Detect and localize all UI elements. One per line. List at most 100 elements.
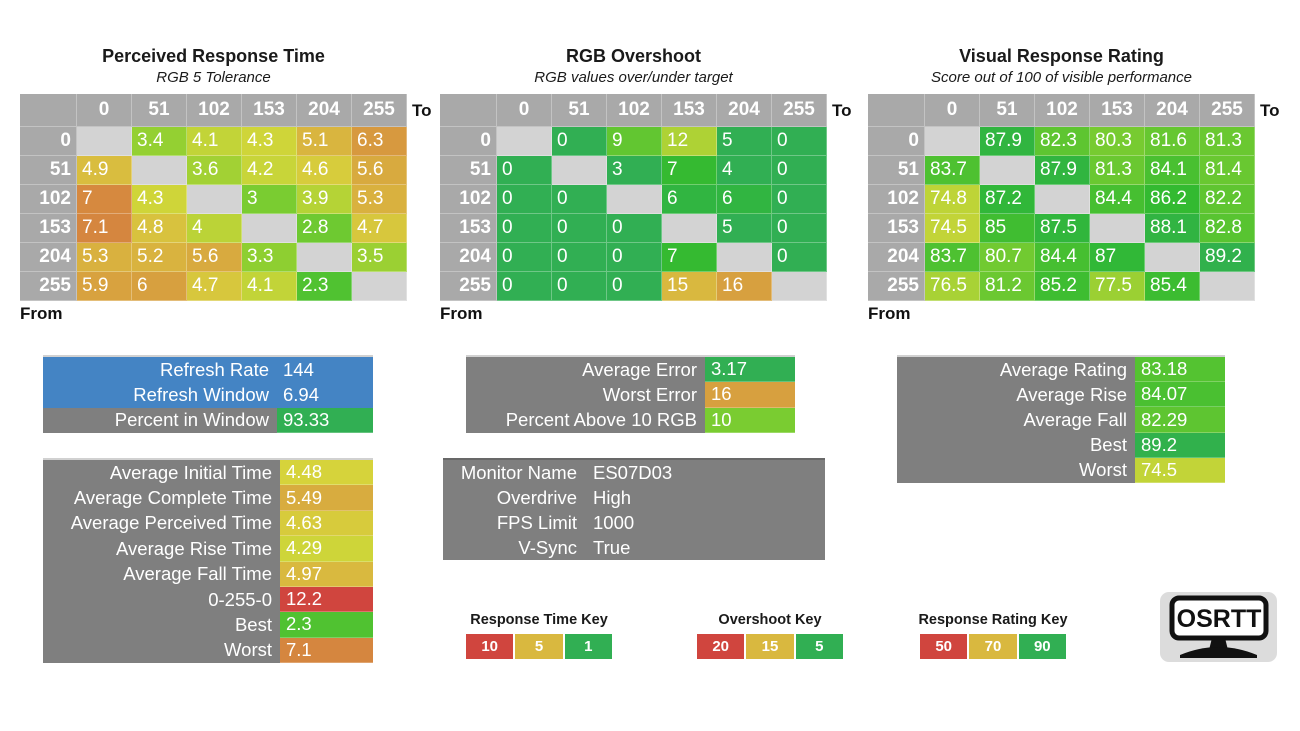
stat-row: Percent in Window 93.33: [43, 407, 373, 433]
stat-row: Percent Above 10 RGB 10: [466, 407, 795, 433]
row-header: 51: [20, 156, 77, 185]
stat-row: Average Complete Time 5.49: [43, 485, 373, 511]
col-header: 51: [132, 94, 187, 127]
row-header: 0: [868, 127, 925, 156]
heatmap-cell: 83.7: [925, 243, 980, 272]
heatmap-cell: 87.9: [980, 127, 1035, 156]
axis-to-label: To: [832, 101, 852, 120]
stat-row: Average Rise 84.07: [897, 382, 1225, 408]
heatmap-cell: 81.6: [1145, 127, 1200, 156]
axis-from-label: From: [440, 304, 483, 323]
axis-from-label: From: [20, 304, 63, 323]
heatmap-cell-empty: [1090, 214, 1145, 243]
heatmap-cell: 15: [662, 272, 717, 301]
rating-stats-box: Average Rating 83.18 Average Rise 84.07 Aver…: [897, 355, 1225, 484]
col-header: 0: [497, 94, 552, 127]
stat-label: Percent Above 10 RGB: [466, 407, 705, 433]
col-header: 204: [717, 94, 772, 127]
key-segment: 10: [466, 634, 514, 659]
stat-value: 4.29: [280, 536, 373, 562]
stat-value: 93.33: [277, 407, 373, 433]
heatmap-cell: 5.6: [352, 156, 407, 185]
stat-label: Worst: [897, 457, 1135, 484]
stat-value: 84.07: [1135, 382, 1225, 408]
heatmap-cell: 0: [772, 127, 827, 156]
stat-value: ES07D03: [593, 461, 673, 483]
heatmap-cell: 5.3: [352, 185, 407, 214]
corner-cell: [440, 94, 497, 127]
heatmap-cell: 16: [717, 272, 772, 301]
stat-label: Average Perceived Time: [43, 510, 280, 537]
stat-row: V-Sync True: [443, 535, 825, 560]
response-rating-key: Response Rating Key 50 70 90: [913, 612, 1073, 659]
stat-value: 89.2: [1135, 432, 1225, 458]
heatmap-cell: 3: [242, 185, 297, 214]
stat-row: Worst 7.1: [43, 637, 373, 663]
monitor-icon: OSRTT: [1169, 595, 1269, 658]
col-header: 102: [187, 94, 242, 127]
stat-label: Percent in Window: [43, 407, 277, 433]
heatmap-cell: 87.9: [1035, 156, 1090, 185]
heatmap-cell: 6: [662, 185, 717, 214]
col-header: 51: [980, 94, 1035, 127]
heatmap-cell-empty: [1035, 185, 1090, 214]
rgb-overshoot-heatmap: 0 51 102 153 204 255 0 0 9 12 5 0 51 0 3 7 4 0 102 0 0 6 6 0 153…: [440, 94, 827, 301]
logo-text: OSRTT: [1177, 605, 1262, 633]
heatmap-cell-empty: [187, 185, 242, 214]
axis-from-label: From: [868, 304, 911, 323]
heatmap-cell-empty: [1200, 272, 1255, 301]
stat-row: Average Fall 82.29: [897, 407, 1225, 433]
key-title: Response Rating Key: [918, 612, 1068, 628]
heatmap-cell: 4.9: [77, 156, 132, 185]
overshoot-key: Overshoot Key 20 15 5: [690, 612, 850, 659]
key-title: Overshoot Key: [718, 612, 822, 628]
heatmap-cell: 0: [772, 243, 827, 272]
stat-value: 83.18: [1135, 357, 1225, 383]
stat-label: Average Rating: [897, 357, 1135, 383]
row-header: 102: [440, 185, 497, 214]
stat-value: 12.2: [280, 586, 373, 613]
section-title: RGB Overshoot: [565, 46, 702, 66]
stat-label: FPS Limit: [496, 511, 577, 533]
col-header: 255: [352, 94, 407, 127]
stat-row: Average Error 3.17: [466, 357, 795, 383]
row-header: 204: [440, 243, 497, 272]
monitor-info-box: Monitor Name ES07D03 Overdrive High FPS Limi…: [443, 458, 825, 560]
heatmap-cell: 7.1: [77, 214, 132, 243]
heatmap-cell: 5: [717, 127, 772, 156]
heatmap-cell: 5.1: [297, 127, 352, 156]
heatmap-cell: 4.7: [187, 272, 242, 301]
stat-row: Average Initial Time 4.48: [43, 460, 373, 486]
heatmap-cell: 89.2: [1200, 243, 1255, 272]
heatmap-cell: 74.5: [925, 214, 980, 243]
heatmap-cell: 3.5: [352, 243, 407, 272]
col-header: 102: [607, 94, 662, 127]
heatmap-cell-empty: [242, 214, 297, 243]
heatmap-cell: 4: [717, 156, 772, 185]
heatmap-cell: 87: [1090, 243, 1145, 272]
heatmap-cell: 2.8: [297, 214, 352, 243]
stat-row: Average Rise Time 4.29: [43, 536, 373, 562]
stat-row: 0-255-0 12.2: [43, 586, 373, 613]
col-header: 0: [77, 94, 132, 127]
heatmap-cell-empty: [662, 214, 717, 243]
heatmap-cell: 0: [552, 185, 607, 214]
stat-value: 4.63: [280, 510, 373, 537]
heatmap-cell: 6: [717, 185, 772, 214]
heatmap-cell: 87.5: [1035, 214, 1090, 243]
key-segment: 20: [697, 634, 745, 659]
section-subtitle: Score out of 100 of visible performance: [931, 69, 1192, 86]
stat-value: High: [593, 486, 632, 508]
heatmap-cell-empty: [352, 272, 407, 301]
stat-label: Average Rise: [897, 382, 1135, 408]
key-segment: 90: [1018, 634, 1066, 659]
heatmap-cell: 0: [497, 243, 552, 272]
stat-value: 7.1: [280, 637, 373, 663]
heatmap-cell: 84.4: [1090, 185, 1145, 214]
stat-value: 10: [705, 407, 795, 433]
stat-value: 74.5: [1135, 457, 1225, 484]
heatmap-cell: 83.7: [925, 156, 980, 185]
heatmap-cell: 85.4: [1145, 272, 1200, 301]
row-header: 102: [20, 185, 77, 214]
stat-row: Refresh Rate 144: [43, 357, 373, 383]
